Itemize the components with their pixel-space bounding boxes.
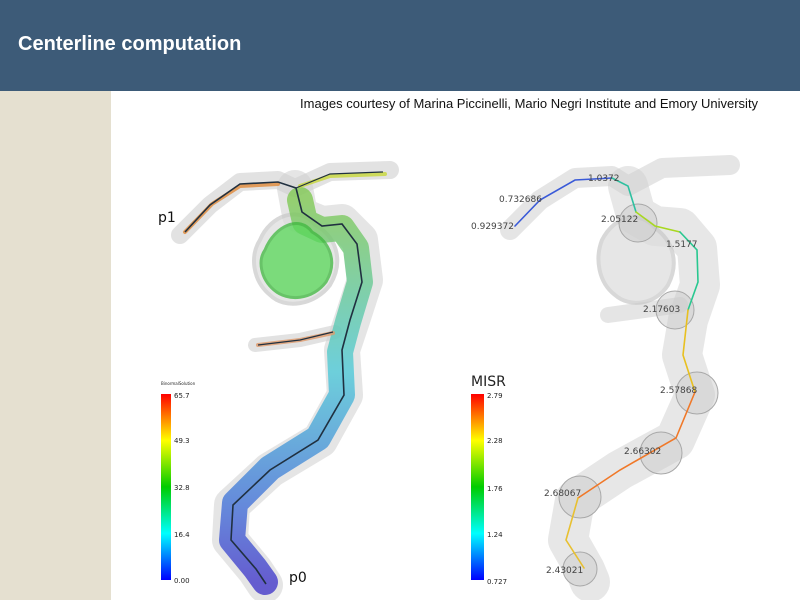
image-credit: Images courtesy of Marina Piccinelli, Ma… bbox=[300, 96, 759, 111]
inscribed-sphere bbox=[655, 290, 695, 330]
radius-label: 2.57868 bbox=[660, 386, 697, 396]
right-colorbar-title: MISR bbox=[471, 374, 506, 390]
centerline-figure: p1 p0 BinormalSolution 65.7 49.3 32.8 16… bbox=[158, 155, 740, 600]
right-colorbar-tick: 1.24 bbox=[487, 531, 503, 539]
left-colorbar-tick: 0.00 bbox=[174, 577, 190, 585]
left-vessel-panel: p1 p0 BinormalSolution 65.7 49.3 32.8 16… bbox=[158, 161, 399, 600]
right-colorbar-tick: 1.76 bbox=[487, 485, 503, 493]
radius-label: 1.5177 bbox=[666, 240, 698, 250]
right-colorbar-tick: 0.727 bbox=[487, 578, 507, 586]
right-colorbar-tick: 2.79 bbox=[487, 392, 503, 400]
left-colorbar-tick: 16.4 bbox=[174, 531, 190, 539]
right-colorbar-gradient bbox=[471, 394, 484, 580]
radius-label: 2.43021 bbox=[546, 566, 583, 576]
radius-label: 0.732686 bbox=[499, 195, 542, 205]
radius-label: 2.66302 bbox=[624, 447, 661, 457]
inscribed-sphere bbox=[675, 371, 719, 415]
radius-labels: 1.0372 0.732686 0.929372 2.05122 1.5177 … bbox=[471, 174, 698, 576]
radius-label: 1.0372 bbox=[588, 174, 620, 184]
left-colorbar: BinormalSolution 65.7 49.3 32.8 16.4 0.0… bbox=[161, 381, 196, 585]
right-colorbar-tick: 2.28 bbox=[487, 437, 503, 445]
inscribed-sphere bbox=[618, 203, 658, 243]
endpoint-label-p1: p1 bbox=[158, 210, 176, 226]
radius-label: 2.05122 bbox=[601, 215, 638, 225]
left-colorbar-gradient bbox=[161, 394, 171, 580]
right-colorbar: MISR 2.79 2.28 1.76 1.24 0.727 bbox=[471, 374, 507, 586]
slide-title: Centerline computation bbox=[18, 33, 242, 55]
left-colorbar-title: BinormalSolution bbox=[161, 381, 196, 386]
left-centerline bbox=[184, 181, 363, 585]
left-colorbar-tick: 49.3 bbox=[174, 437, 190, 445]
inscribed-spheres bbox=[558, 203, 719, 587]
inscribed-sphere bbox=[639, 431, 683, 475]
right-vessel-panel: 1.0372 0.732686 0.929372 2.05122 1.5177 … bbox=[471, 155, 740, 600]
left-colorbar-tick: 32.8 bbox=[174, 484, 190, 492]
radius-label: 0.929372 bbox=[471, 222, 514, 232]
right-centerline bbox=[514, 177, 699, 569]
inscribed-sphere bbox=[562, 551, 598, 587]
slide-header: Centerline computation bbox=[0, 0, 800, 91]
sidebar-panel bbox=[0, 91, 111, 600]
radius-label: 2.17603 bbox=[643, 305, 680, 315]
endpoint-label-p0: p0 bbox=[289, 570, 307, 586]
left-colorbar-tick: 65.7 bbox=[174, 392, 190, 400]
radius-label: 2.68067 bbox=[544, 489, 581, 499]
